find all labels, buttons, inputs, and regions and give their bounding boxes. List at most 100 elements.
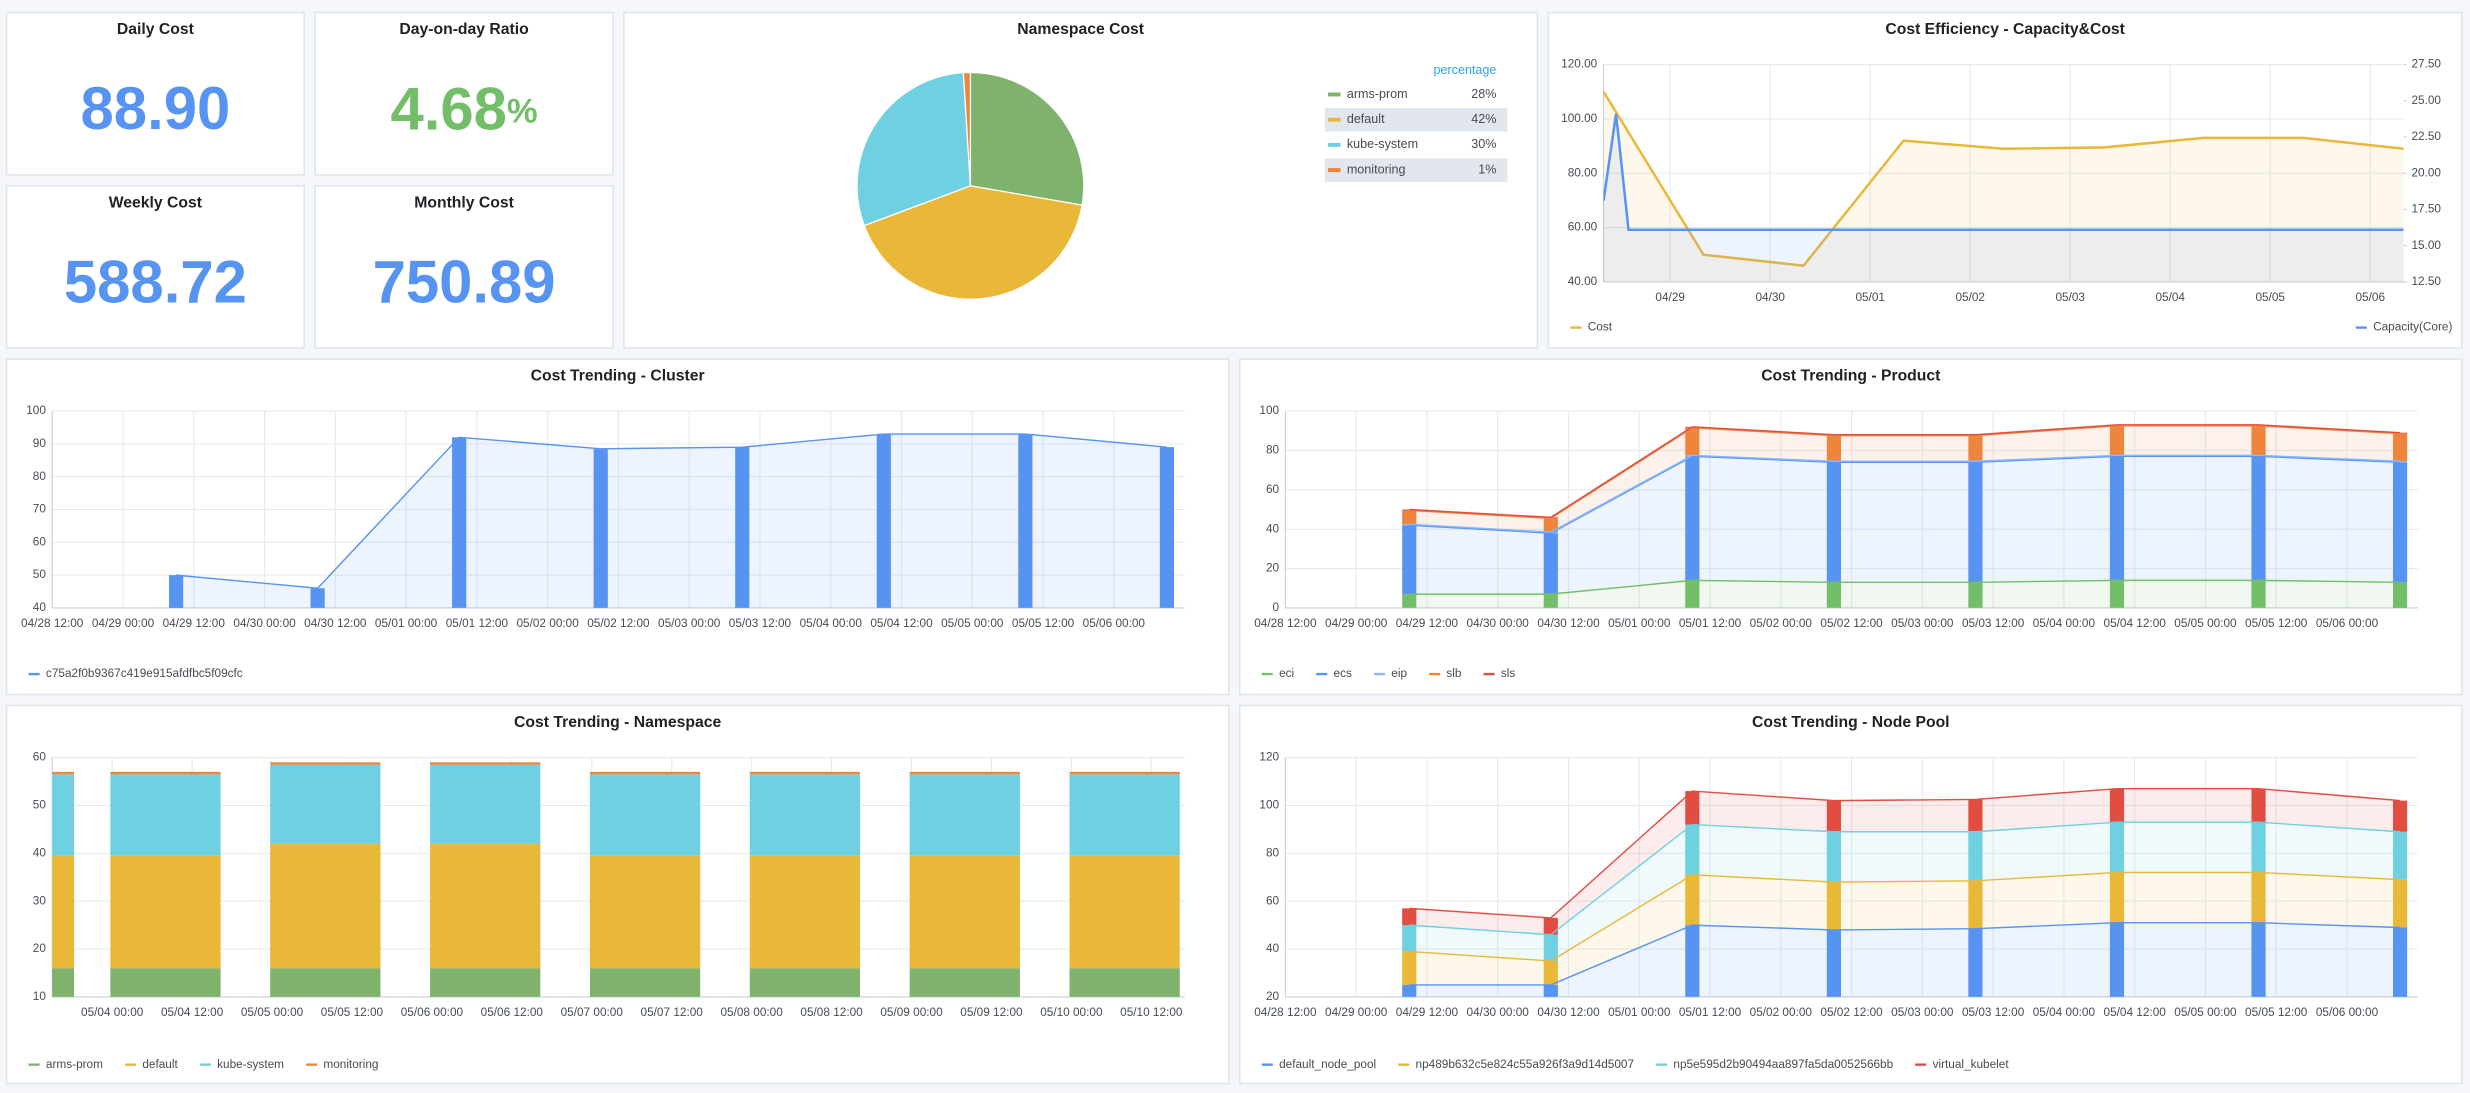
y-tick-label: 100: [26, 403, 46, 417]
bar: [1826, 462, 1841, 583]
legend-value: 1%: [1478, 162, 1496, 176]
bar: [1018, 434, 1033, 608]
bar: [1402, 510, 1417, 525]
x-tick-label: 05/01 12:00: [1679, 1005, 1742, 1019]
x-tick-label: 04/29 00:00: [1325, 1005, 1388, 1019]
bar: [1968, 880, 1983, 929]
bar: [2251, 456, 2266, 581]
legend-label: kube-system: [217, 1057, 284, 1071]
bar: [168, 575, 184, 608]
y-tick-label: 50: [33, 567, 47, 581]
bar: [110, 855, 221, 969]
line: [1409, 922, 2401, 986]
x-tick-label: 05/06 00:00: [2316, 1005, 2379, 1019]
chart-title: Cost Trending - Node Pool: [1752, 714, 1950, 731]
bar: [1685, 824, 1700, 875]
x-tick-label: 05/02 00:00: [1750, 616, 1813, 630]
bar: [2392, 433, 2408, 462]
x-tick-label: 05/04 00:00: [800, 616, 863, 630]
bar: [430, 764, 541, 844]
y2-tick-label: 17.50: [2411, 202, 2441, 216]
bar: [589, 774, 701, 856]
x-tick-label: 05/01 00:00: [375, 616, 438, 630]
bar: [1826, 435, 1841, 462]
y-tick-label: 90: [33, 436, 47, 450]
bar: [1543, 518, 1558, 533]
x-tick-label: 05/02: [1955, 290, 1985, 304]
y-tick-label: 60: [33, 750, 47, 764]
stat-title: Day-on-day Ratio: [399, 21, 528, 38]
line: [1409, 424, 2401, 519]
y-tick-label: 60: [1266, 893, 1280, 907]
line: [1603, 91, 2404, 267]
bar: [749, 771, 861, 775]
bar: [2251, 580, 2266, 608]
bar: [270, 762, 381, 765]
bar: [749, 774, 861, 856]
y-tick-label: 40.00: [1568, 274, 1598, 288]
stat-number: 4.68: [390, 75, 506, 142]
x-tick-label: 05/01 12:00: [1679, 616, 1742, 630]
bar: [1685, 456, 1700, 581]
chart-title: Cost Efficiency - Capacity&Cost: [1885, 21, 2125, 38]
bar: [110, 771, 221, 775]
line: [1409, 425, 2401, 520]
x-tick-label: 04/30 12:00: [1537, 1005, 1600, 1019]
x-tick-label: 05/06: [2355, 290, 2385, 304]
legend-label: default: [142, 1057, 178, 1071]
y-tick-label: 120: [1259, 750, 1279, 764]
stat-panel: [314, 185, 614, 349]
bar: [1826, 582, 1841, 608]
bar: [2109, 425, 2125, 456]
bar: [589, 855, 701, 969]
legend-label: monitoring: [1347, 162, 1406, 176]
bar: [270, 764, 381, 844]
bar: [1069, 855, 1180, 969]
pie-slice: [969, 71, 1085, 206]
y-tick-label: 120.00: [1561, 57, 1598, 71]
bar: [430, 762, 541, 765]
bar: [110, 968, 221, 997]
bar: [2392, 927, 2408, 997]
bar: [1968, 435, 1983, 462]
bar: [1543, 934, 1558, 962]
bar: [589, 968, 701, 997]
bar: [1402, 594, 1417, 608]
y-tick-label: 40: [1266, 941, 1280, 955]
area: [1603, 91, 2404, 282]
bar: [735, 447, 750, 608]
bar: [2392, 879, 2408, 928]
plot-area: [1603, 91, 2404, 282]
y-tick-label: 80.00: [1568, 165, 1598, 179]
legend-value: 28%: [1471, 87, 1496, 101]
y-tick-label: 10: [33, 989, 47, 1003]
bar: [1402, 525, 1417, 595]
bar: [270, 968, 381, 997]
chart-title: Namespace Cost: [1017, 21, 1145, 38]
legend-label: kube-system: [1347, 137, 1418, 151]
stat-panel: [314, 11, 614, 176]
bar: [1826, 831, 1841, 883]
pie-slice: [863, 185, 1083, 300]
bar: [2392, 800, 2408, 832]
x-tick-label: 05/02 12:00: [1820, 616, 1883, 630]
legend-label: np489b632c5e824c55a926f3a9d14d5007: [1416, 1057, 1634, 1071]
x-tick-label: 05/06 12:00: [481, 1005, 544, 1019]
y-tick-label: 40: [1266, 521, 1280, 535]
legend-label: arms-prom: [1347, 87, 1408, 101]
x-tick-label: 04/29 00:00: [1325, 616, 1388, 630]
area: [1409, 456, 2401, 595]
plot-area: [168, 433, 1174, 608]
plot-area: [1402, 424, 2408, 608]
bar: [1968, 799, 1983, 832]
bar: [430, 968, 541, 997]
y-tick-label: 30: [33, 893, 47, 907]
x-tick-label: 05/10 00:00: [1040, 1005, 1103, 1019]
stat-title: Daily Cost: [117, 21, 195, 38]
x-tick-label: 05/05 00:00: [2174, 616, 2237, 630]
x-tick-label: 04/28 12:00: [1254, 616, 1317, 630]
bar: [2251, 788, 2266, 823]
bar: [1685, 874, 1700, 926]
y-tick-label: 60: [1266, 482, 1280, 496]
plot-area: [52, 762, 1180, 997]
